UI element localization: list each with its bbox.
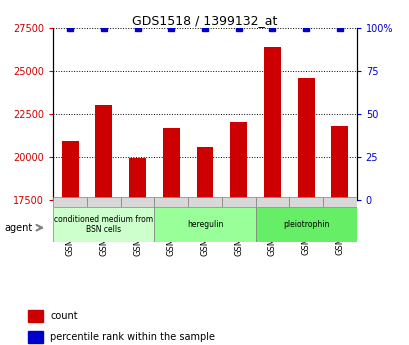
Bar — [162, 128, 179, 200]
Bar — [297, 78, 314, 200]
Bar — [230, 122, 247, 200]
Bar — [129, 158, 146, 200]
FancyBboxPatch shape — [87, 197, 120, 207]
FancyBboxPatch shape — [322, 197, 356, 207]
Bar — [28, 310, 43, 322]
FancyBboxPatch shape — [221, 197, 255, 207]
Text: heregulin: heregulin — [187, 220, 222, 229]
Text: count: count — [50, 311, 77, 321]
Bar — [28, 331, 43, 343]
Bar — [62, 141, 79, 200]
FancyBboxPatch shape — [255, 197, 289, 207]
FancyBboxPatch shape — [154, 207, 255, 242]
FancyBboxPatch shape — [154, 197, 188, 207]
FancyBboxPatch shape — [289, 197, 322, 207]
Bar — [196, 147, 213, 200]
Text: agent: agent — [4, 223, 32, 233]
Text: pleiotrophin: pleiotrophin — [282, 220, 328, 229]
FancyBboxPatch shape — [188, 197, 221, 207]
FancyBboxPatch shape — [53, 197, 87, 207]
Bar — [330, 126, 347, 200]
FancyBboxPatch shape — [53, 207, 154, 242]
Bar — [263, 47, 280, 200]
FancyBboxPatch shape — [255, 207, 356, 242]
Bar — [95, 105, 112, 200]
Text: GDS1518 / 1399132_at: GDS1518 / 1399132_at — [132, 14, 277, 27]
FancyBboxPatch shape — [120, 197, 154, 207]
Text: conditioned medium from
BSN cells: conditioned medium from BSN cells — [54, 215, 153, 234]
Text: percentile rank within the sample: percentile rank within the sample — [50, 332, 214, 342]
